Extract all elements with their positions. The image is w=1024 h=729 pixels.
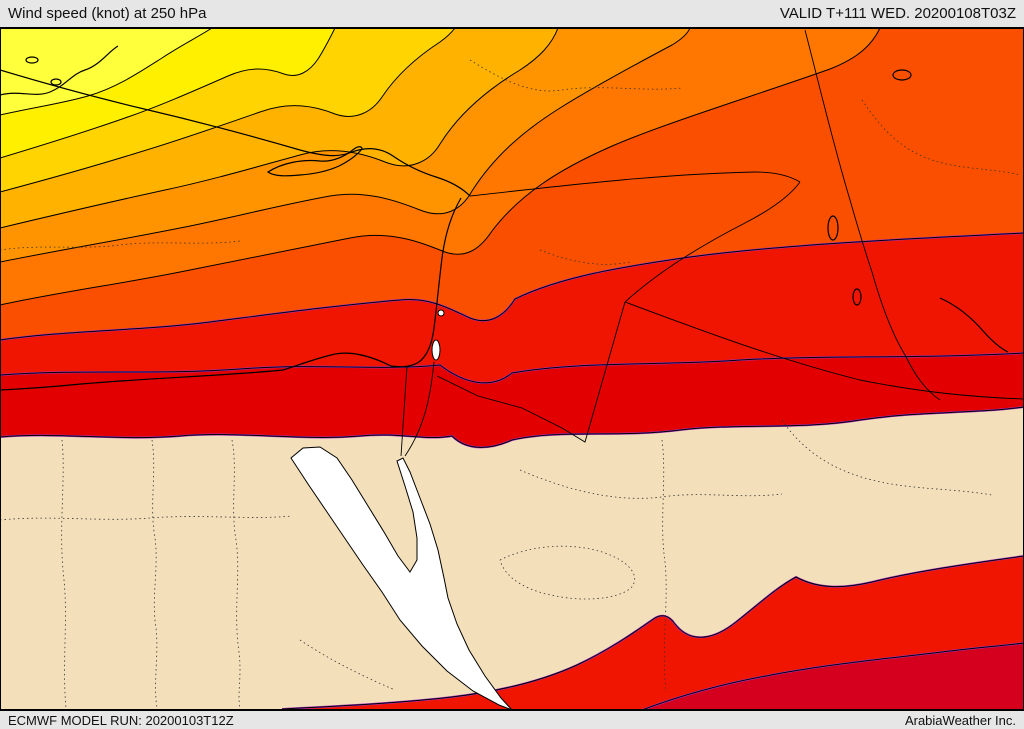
turkey-lake [892, 69, 912, 81]
country-borders [400, 29, 1024, 457]
valid-time-label: VALID T+111 WED. 20200108T03Z [779, 5, 1016, 22]
iraq-lake [852, 288, 862, 306]
cyprus-island [266, 146, 363, 177]
page-title: Wind speed (knot) at 250 hPa [8, 5, 207, 22]
header-bar: Wind speed (knot) at 250 hPa VALID T+111… [0, 0, 1024, 28]
coastlines [0, 45, 1009, 391]
dead-sea [431, 339, 441, 361]
gulf-inlet [939, 297, 1009, 353]
band-south-crimson [642, 643, 1024, 710]
levant-egypt-coast [0, 197, 462, 391]
turkey-coast [0, 69, 471, 197]
band-bright-yellow [0, 28, 212, 115]
iraq-lake [827, 215, 839, 241]
credit-label: ArabiaWeather Inc. [904, 712, 1016, 728]
aegean-island [50, 78, 62, 86]
admin-borders [0, 59, 1021, 709]
contour-lines [0, 28, 1024, 710]
red-sea [290, 446, 513, 710]
model-run-label: ECMWF MODEL RUN: 20200103T12Z [8, 712, 234, 728]
footer-bar: ECMWF MODEL RUN: 20200103T12Z ArabiaWeat… [0, 710, 1024, 729]
aegean-coast [0, 45, 119, 96]
aegean-island [25, 56, 39, 64]
sea-of-galilee [437, 309, 445, 317]
